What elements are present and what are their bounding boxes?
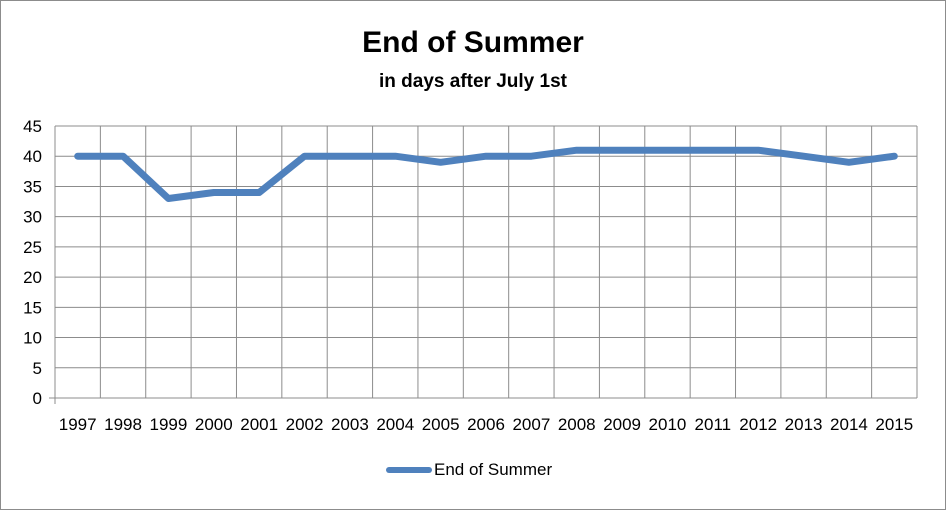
x-tick-label: 2009: [603, 415, 641, 434]
y-tick-label: 0: [33, 389, 42, 408]
y-tick-label: 25: [23, 238, 42, 257]
y-tick-label: 15: [23, 298, 42, 317]
x-tick-label: 2002: [286, 415, 324, 434]
x-tick-label: 2003: [331, 415, 369, 434]
x-tick-label: 2006: [467, 415, 505, 434]
legend: End of Summer: [386, 460, 552, 480]
x-tick-label: 2001: [240, 415, 278, 434]
y-tick-label: 20: [23, 268, 42, 287]
y-tick-label: 30: [23, 208, 42, 227]
x-tick-label: 2004: [376, 415, 414, 434]
series-line: [74, 146, 898, 202]
y-tick-label: 10: [23, 329, 42, 348]
y-tick-label: 5: [33, 359, 42, 378]
chart-title: End of Summer: [362, 26, 584, 59]
y-tick-label: 40: [23, 147, 42, 166]
y-tick-label: 45: [23, 117, 42, 136]
legend-label: End of Summer: [434, 460, 553, 479]
x-tick-label: 2007: [512, 415, 550, 434]
x-tick-label: 2013: [785, 415, 823, 434]
chart-subtitle: in days after July 1st: [379, 71, 567, 92]
x-tick-label: 1998: [104, 415, 142, 434]
x-tick-label: 2014: [830, 415, 868, 434]
x-tick-label: 2011: [695, 415, 732, 434]
legend-swatch: [386, 467, 432, 473]
x-tick-label: 2012: [739, 415, 777, 434]
x-tick-label: 2015: [875, 415, 913, 434]
x-tick-label: 2005: [422, 415, 460, 434]
x-tick-label: 2000: [195, 415, 233, 434]
x-tick-label: 1997: [59, 415, 97, 434]
x-tick-label: 2010: [649, 415, 687, 434]
x-tick-label: 1999: [150, 415, 188, 434]
x-tick-label: 2008: [558, 415, 596, 434]
y-tick-label: 35: [23, 177, 42, 196]
